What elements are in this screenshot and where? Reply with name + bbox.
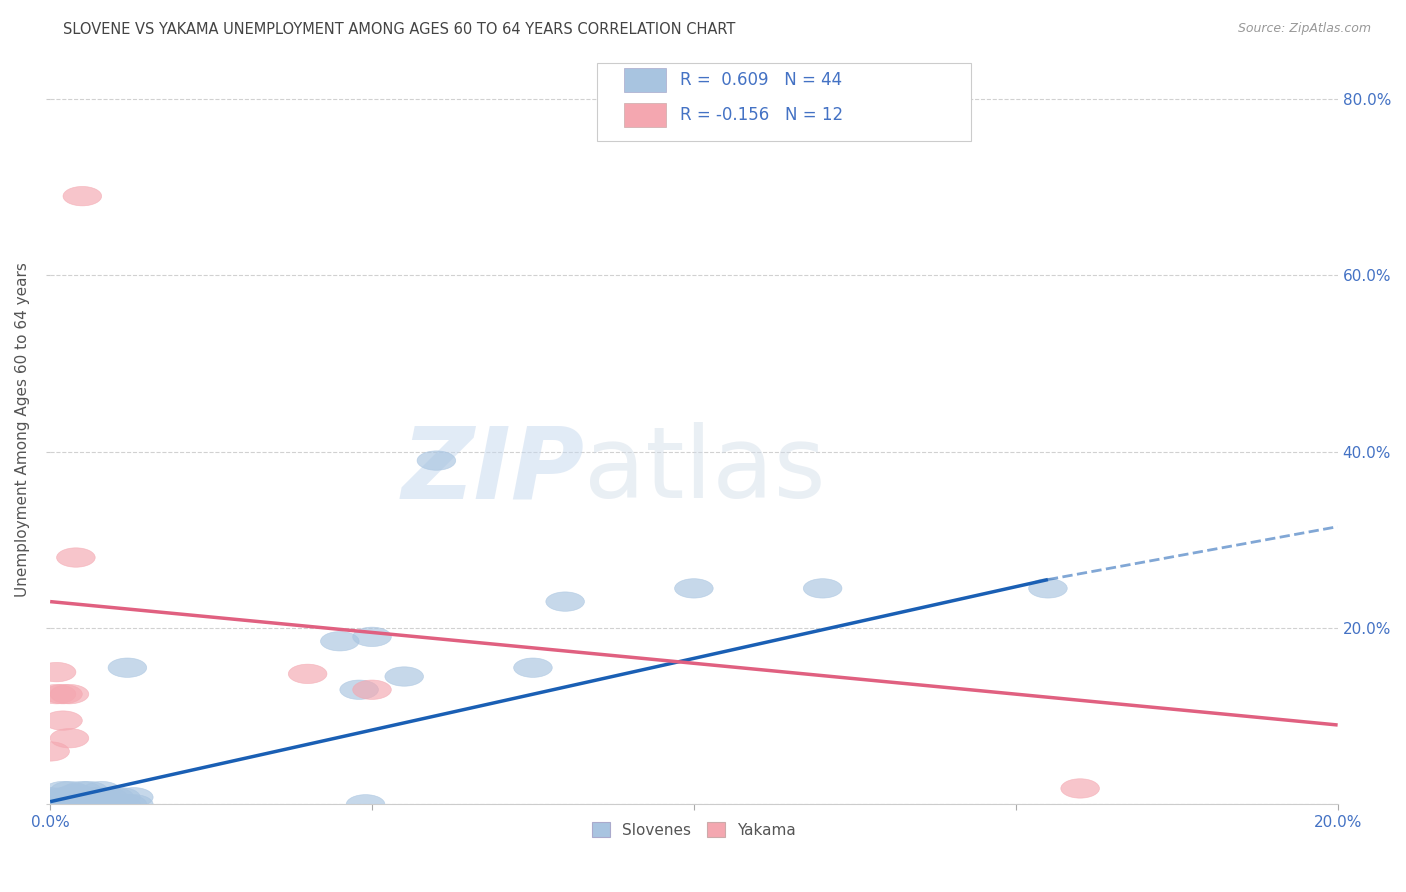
Ellipse shape — [69, 781, 108, 801]
Text: R =  0.609   N = 44: R = 0.609 N = 44 — [679, 70, 842, 89]
Ellipse shape — [69, 788, 108, 807]
Ellipse shape — [51, 684, 89, 704]
Ellipse shape — [51, 729, 89, 747]
Ellipse shape — [114, 788, 153, 807]
Ellipse shape — [63, 788, 101, 807]
Ellipse shape — [38, 663, 76, 681]
Ellipse shape — [44, 788, 83, 807]
Ellipse shape — [56, 548, 96, 567]
Ellipse shape — [89, 788, 128, 807]
Ellipse shape — [513, 658, 553, 677]
Ellipse shape — [56, 795, 96, 814]
Ellipse shape — [56, 784, 96, 804]
Text: atlas: atlas — [585, 423, 827, 519]
Ellipse shape — [51, 795, 89, 814]
Text: R = -0.156   N = 12: R = -0.156 N = 12 — [679, 106, 842, 124]
Ellipse shape — [101, 788, 141, 807]
Ellipse shape — [83, 781, 121, 801]
Ellipse shape — [288, 665, 328, 683]
Ellipse shape — [96, 788, 134, 807]
Ellipse shape — [38, 792, 76, 812]
Ellipse shape — [44, 711, 83, 731]
Ellipse shape — [385, 667, 423, 686]
Text: ZIP: ZIP — [402, 423, 585, 519]
Ellipse shape — [76, 788, 114, 807]
Ellipse shape — [803, 579, 842, 598]
Ellipse shape — [108, 658, 146, 677]
FancyBboxPatch shape — [598, 62, 970, 141]
Ellipse shape — [51, 788, 89, 807]
Ellipse shape — [63, 781, 101, 801]
Ellipse shape — [89, 795, 128, 814]
Ellipse shape — [44, 684, 83, 704]
Ellipse shape — [63, 795, 101, 814]
Ellipse shape — [38, 684, 76, 704]
Ellipse shape — [1060, 779, 1099, 798]
Ellipse shape — [83, 788, 121, 807]
Ellipse shape — [44, 781, 83, 801]
Text: Source: ZipAtlas.com: Source: ZipAtlas.com — [1237, 22, 1371, 36]
Ellipse shape — [31, 795, 69, 814]
Ellipse shape — [69, 795, 108, 814]
Ellipse shape — [108, 795, 146, 814]
Ellipse shape — [1029, 579, 1067, 598]
Ellipse shape — [31, 788, 69, 807]
Ellipse shape — [321, 632, 359, 651]
Ellipse shape — [44, 795, 83, 814]
Ellipse shape — [340, 680, 378, 699]
Ellipse shape — [96, 795, 134, 814]
Ellipse shape — [546, 592, 585, 611]
Text: SLOVENE VS YAKAMA UNEMPLOYMENT AMONG AGES 60 TO 64 YEARS CORRELATION CHART: SLOVENE VS YAKAMA UNEMPLOYMENT AMONG AGE… — [63, 22, 735, 37]
Ellipse shape — [101, 795, 141, 814]
Y-axis label: Unemployment Among Ages 60 to 64 years: Unemployment Among Ages 60 to 64 years — [15, 262, 30, 597]
Ellipse shape — [76, 795, 114, 814]
Ellipse shape — [418, 450, 456, 470]
Ellipse shape — [83, 795, 121, 814]
Ellipse shape — [114, 795, 153, 814]
Ellipse shape — [353, 680, 391, 699]
FancyBboxPatch shape — [624, 68, 665, 92]
Ellipse shape — [51, 781, 89, 801]
Legend: Slovenes, Yakama: Slovenes, Yakama — [583, 814, 804, 846]
FancyBboxPatch shape — [624, 103, 665, 127]
Ellipse shape — [56, 788, 96, 807]
Ellipse shape — [63, 186, 101, 206]
Ellipse shape — [675, 579, 713, 598]
Ellipse shape — [353, 627, 391, 647]
Ellipse shape — [31, 742, 69, 761]
Ellipse shape — [346, 795, 385, 814]
